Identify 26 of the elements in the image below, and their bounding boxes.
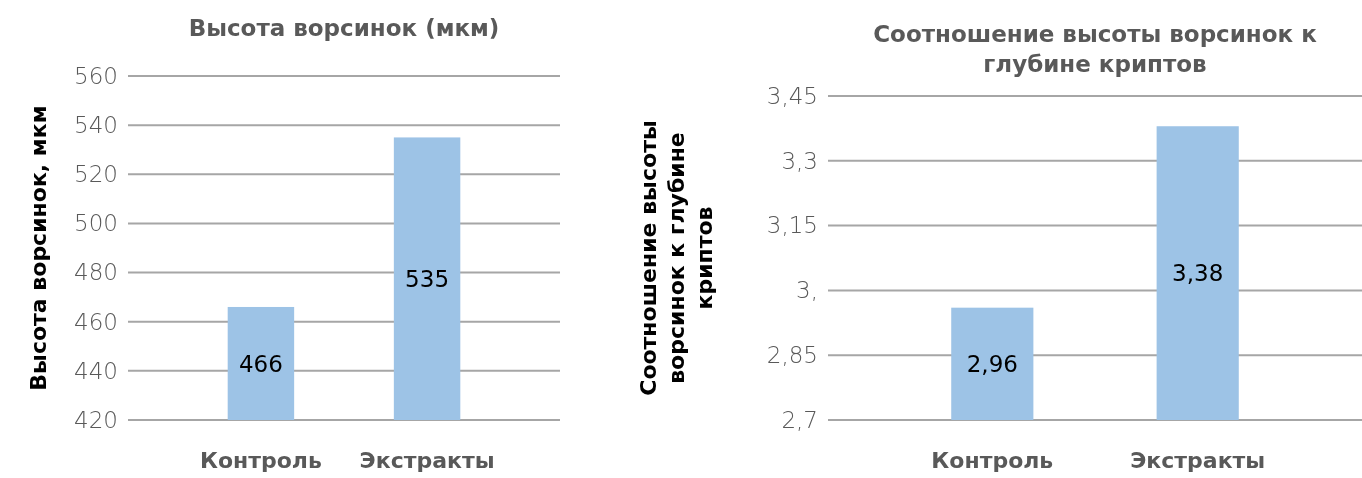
y-tick-label: 460	[74, 308, 118, 335]
y-tick-label: 2,85	[766, 342, 818, 369]
y-tick-label: 480	[74, 259, 118, 286]
y-tick-label: 2,7	[781, 406, 818, 433]
y-tick-label: 420	[74, 406, 118, 433]
y-tick-label: 520	[74, 161, 118, 188]
y-tick-label: 3,	[796, 277, 818, 304]
x-tick-label: Экстракты	[1130, 447, 1266, 473]
y-tick-label: 560	[74, 62, 118, 89]
data-label: 535	[405, 265, 450, 292]
y-axis-title: Высота ворсинок, мкм	[26, 105, 51, 391]
data-label: 3,38	[1172, 260, 1224, 287]
x-tick-label: Экстракты	[359, 447, 495, 473]
chart-title: Соотношение высоты ворсинок к глубине криптов	[873, 21, 1318, 77]
x-tick-label: Контроль	[931, 447, 1054, 473]
x-tick-label: Контроль	[199, 447, 322, 473]
y-tick-label: 3,15	[766, 212, 818, 239]
data-label: 466	[238, 350, 283, 377]
data-label: 2,96	[966, 350, 1018, 377]
y-axis-title: Соотношение высоты ворсинок к глубине криптов	[636, 120, 717, 396]
y-tick-label: 500	[74, 210, 118, 237]
y-tick-label: 3,3	[781, 147, 818, 174]
y-tick-label: 3,45	[766, 82, 818, 109]
y-tick-label: 540	[74, 112, 118, 138]
chart-title: Высота ворсинок (мкм)	[188, 15, 500, 41]
y-tick-label: 440	[74, 357, 118, 384]
